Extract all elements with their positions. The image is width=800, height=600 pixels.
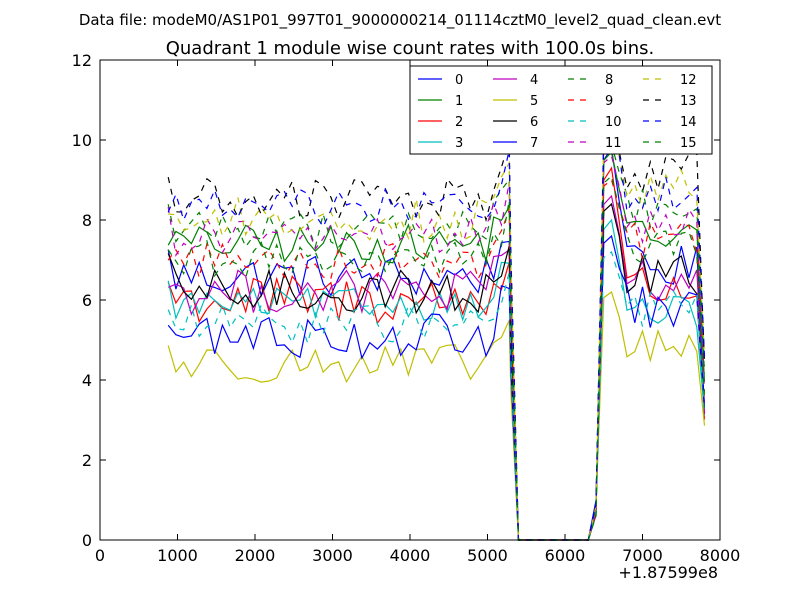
series-line-5 xyxy=(167,291,706,541)
x-tick-label: 3000 xyxy=(312,546,353,565)
legend-label-9: 9 xyxy=(605,94,613,109)
series-line-11 xyxy=(167,154,706,541)
legend-label-6: 6 xyxy=(530,115,538,130)
series-line-12 xyxy=(168,131,706,541)
legend-label-2: 2 xyxy=(455,115,463,130)
legend-label-15: 15 xyxy=(680,136,697,151)
y-tick-label: 8 xyxy=(82,211,92,230)
y-tick-label: 12 xyxy=(72,51,92,70)
series-line-7 xyxy=(167,234,706,541)
y-tick-label: 10 xyxy=(72,131,92,150)
x-tick-label: 8000 xyxy=(700,546,741,565)
series-line-3 xyxy=(167,218,706,541)
x-tick-label: 4000 xyxy=(390,546,431,565)
series-line-0 xyxy=(167,146,706,541)
series-line-9 xyxy=(167,178,706,541)
chart-title: Quadrant 1 module wise count rates with … xyxy=(166,38,655,59)
y-tick-label: 2 xyxy=(82,451,92,470)
x-offset-label: +1.87599e8 xyxy=(618,563,718,582)
series-line-8 xyxy=(167,142,706,541)
chart-suptitle: Data file: modeM0/AS1P01_997T01_90000002… xyxy=(79,11,721,30)
legend-label-4: 4 xyxy=(530,73,538,88)
series-line-14 xyxy=(167,122,706,541)
legend-label-3: 3 xyxy=(455,136,463,151)
legend-label-11: 11 xyxy=(605,136,622,151)
legend-label-0: 0 xyxy=(455,73,463,88)
x-tick-label: 2000 xyxy=(235,546,276,565)
legend-frame xyxy=(409,65,713,155)
legend-label-13: 13 xyxy=(680,94,697,109)
legend-label-10: 10 xyxy=(605,115,622,130)
x-tick-label: 6000 xyxy=(545,546,586,565)
legend-label-12: 12 xyxy=(680,73,697,88)
legend-label-1: 1 xyxy=(455,94,463,109)
axes-layer: 0 1000 2000 3000 4000 5000 6000 7000 80000246810… xyxy=(72,51,741,565)
series-layer xyxy=(167,122,706,541)
legend-label-7: 7 xyxy=(530,136,538,151)
y-tick-label: 6 xyxy=(82,291,92,310)
series-line-1 xyxy=(167,150,706,541)
series-line-6 xyxy=(167,202,706,541)
series-line-15 xyxy=(167,174,706,541)
x-tick-label: 5000 xyxy=(467,546,508,565)
legend-label-5: 5 xyxy=(530,94,538,109)
x-tick-label: 0 xyxy=(95,546,105,565)
x-tick-label: 1000 xyxy=(157,546,198,565)
x-tick-label: 7000 xyxy=(622,546,663,565)
series-line-4 xyxy=(167,194,706,541)
series-line-13 xyxy=(167,135,706,541)
legend-label-14: 14 xyxy=(680,115,697,130)
y-tick-label: 0 xyxy=(82,531,92,550)
y-tick-label: 4 xyxy=(82,371,92,390)
series-line-2 xyxy=(167,166,706,541)
legend-label-8: 8 xyxy=(605,73,613,88)
